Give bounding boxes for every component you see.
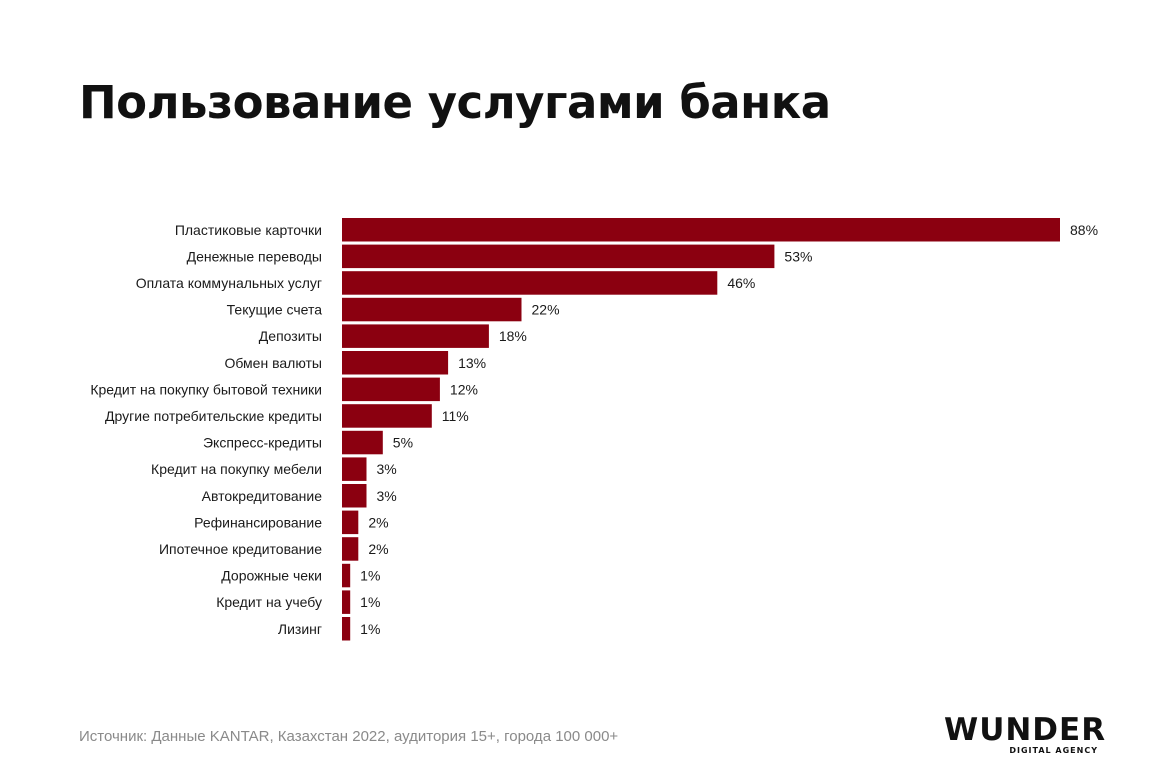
- category-label: Рефинансирование: [194, 514, 322, 530]
- category-label: Обмен валюты: [224, 355, 322, 371]
- category-label: Депозиты: [259, 328, 322, 344]
- value-label: 2%: [368, 541, 388, 557]
- bar: [342, 324, 489, 348]
- value-label: 22%: [532, 302, 560, 318]
- value-label: 11%: [442, 408, 469, 424]
- bar: [342, 510, 359, 535]
- value-label: 2%: [368, 514, 388, 530]
- bar: [342, 430, 383, 455]
- logo-tagline: DIGITAL AGENCY: [1009, 746, 1098, 755]
- logo-wordmark: WUNDER: [944, 712, 1107, 748]
- value-label: 88%: [1070, 222, 1098, 238]
- wunder-logo: WUNDER DIGITAL AGENCY: [944, 713, 1105, 761]
- value-label: 5%: [393, 435, 413, 451]
- bar: [342, 271, 718, 295]
- category-label: Кредит на покупку мебели: [151, 461, 322, 477]
- bar: [342, 457, 367, 481]
- category-label: Оплата коммунальных услуг: [136, 275, 322, 291]
- category-label: Автокредитование: [202, 488, 323, 504]
- bar: [342, 297, 522, 322]
- bar: [342, 590, 351, 614]
- category-label: Пластиковые карточки: [175, 222, 322, 238]
- bar: [342, 537, 359, 561]
- bar: [342, 244, 775, 269]
- category-label: Денежные переводы: [187, 248, 322, 264]
- value-label: 13%: [458, 355, 486, 371]
- category-label: Лизинг: [278, 621, 322, 637]
- category-label: Текущие счета: [227, 302, 323, 318]
- bar: [342, 351, 449, 375]
- category-label: Кредит на учебу: [216, 594, 322, 610]
- bar: [342, 218, 1060, 242]
- value-label: 1%: [360, 568, 380, 584]
- category-label: Другие потребительские кредиты: [105, 408, 322, 424]
- chart-title: Пользование услугами банка: [79, 76, 831, 129]
- value-label: 3%: [376, 488, 396, 504]
- category-label: Кредит на покупку бытовой техники: [90, 381, 322, 397]
- category-label: Ипотечное кредитование: [159, 541, 322, 557]
- bar: [342, 484, 367, 508]
- bar: [342, 377, 440, 402]
- value-label: 1%: [360, 594, 380, 610]
- value-label: 1%: [360, 621, 380, 637]
- value-label: 18%: [499, 328, 527, 344]
- bar: [342, 404, 432, 428]
- category-label: Дорожные чеки: [221, 568, 322, 584]
- bar: [342, 563, 351, 588]
- value-label: 46%: [727, 275, 755, 291]
- bar: [342, 617, 351, 641]
- value-label: 12%: [450, 381, 478, 397]
- source-note: Источник: Данные KANTAR, Казахстан 2022,…: [79, 728, 619, 745]
- value-label: 3%: [376, 461, 396, 477]
- value-label: 53%: [784, 248, 812, 264]
- category-label: Экспресс-кредиты: [203, 435, 322, 451]
